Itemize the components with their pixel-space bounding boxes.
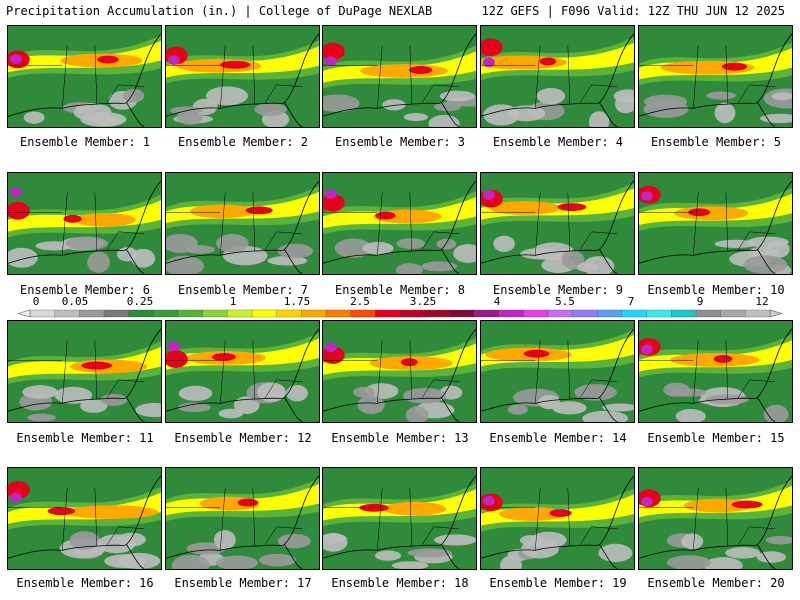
colorbar-swatch	[424, 309, 450, 318]
colorbar-swatch	[671, 309, 697, 318]
ensemble-panel	[165, 172, 320, 275]
colorbar-swatch	[572, 309, 598, 318]
colorbar-swatch	[177, 309, 204, 318]
member-label: Ensemble Member: 14	[489, 431, 627, 445]
colorbar-swatch	[646, 309, 672, 318]
colorbar-swatch	[325, 309, 352, 318]
member-label: Ensemble Member: 7	[177, 283, 309, 297]
ensemble-panel	[638, 25, 793, 128]
member-label: Ensemble Member: 8	[334, 283, 466, 297]
member-label: Ensemble Member: 1	[19, 135, 151, 149]
colorbar-swatch	[103, 309, 130, 318]
member-label: Ensemble Member: 9	[492, 283, 624, 297]
colorbar-tick-label: 7	[627, 295, 635, 308]
colorbar-swatch	[449, 309, 475, 318]
colorbar-swatch	[745, 309, 771, 318]
colorbar-tick-label: 0.05	[61, 295, 89, 308]
colorbar-swatch	[227, 309, 253, 318]
model-run-info: 12Z GEFS | F096 Valid: 12Z THU JUN 12 20…	[481, 4, 785, 18]
ensemble-panel	[638, 320, 793, 423]
colorbar-tick-label: 0	[32, 295, 40, 308]
colorbar-swatch	[350, 309, 376, 318]
colorbar-swatch	[79, 309, 105, 318]
colorbar-tick-label: 3.25	[409, 295, 437, 308]
member-label: Ensemble Member: 10	[647, 283, 785, 297]
colorbar-tick-label: 9	[696, 295, 704, 308]
colorbar-swatch	[54, 309, 80, 318]
colorbar-tick-label: 1	[229, 295, 237, 308]
ensemble-panel	[480, 25, 635, 128]
colorbar-swatch	[276, 309, 302, 318]
colorbar-swatch	[597, 309, 623, 318]
member-label: Ensemble Member: 20	[647, 576, 785, 590]
ensemble-panel	[638, 172, 793, 275]
member-label: Ensemble Member: 6	[19, 283, 151, 297]
member-label: Ensemble Member: 15	[647, 431, 785, 445]
colorbar-swatch	[547, 309, 574, 318]
colorbar-swatch	[29, 309, 56, 318]
ensemble-panel	[322, 320, 477, 423]
colorbar-swatch	[498, 309, 524, 318]
colorbar-swatch	[473, 309, 500, 318]
ensemble-panel	[7, 25, 162, 128]
ensemble-panel	[322, 172, 477, 275]
colorbar-tick-label: 12	[755, 295, 769, 308]
colorbar-right-arrow	[769, 309, 783, 318]
member-label: Ensemble Member: 18	[331, 576, 469, 590]
colorbar-swatch	[695, 309, 722, 318]
colorbar-swatch	[399, 309, 426, 318]
ensemble-panel	[165, 320, 320, 423]
ensemble-panel	[322, 467, 477, 570]
ensemble-panel	[165, 25, 320, 128]
ensemble-panel	[480, 320, 635, 423]
map-title: Precipitation Accumulation (in.) | Colle…	[6, 4, 433, 18]
member-label: Ensemble Member: 3	[334, 135, 466, 149]
colorbar-swatch	[720, 309, 746, 318]
ensemble-panel	[165, 467, 320, 570]
member-label: Ensemble Member: 17	[174, 576, 312, 590]
member-label: Ensemble Member: 5	[650, 135, 782, 149]
colorbar-tick-label: 4	[493, 295, 501, 308]
member-label: Ensemble Member: 12	[174, 431, 312, 445]
colorbar-swatch	[523, 309, 549, 318]
member-label: Ensemble Member: 19	[489, 576, 627, 590]
colorbar-swatch	[301, 309, 327, 318]
member-label: Ensemble Member: 16	[16, 576, 154, 590]
precip-colorbar	[17, 309, 783, 318]
member-label: Ensemble Member: 2	[177, 135, 309, 149]
ensemble-panel	[7, 320, 162, 423]
ensemble-panel	[480, 172, 635, 275]
colorbar-tick-label: 2.5	[350, 295, 370, 308]
ensemble-panel	[7, 172, 162, 275]
ensemble-panel	[480, 467, 635, 570]
ensemble-panel	[322, 25, 477, 128]
colorbar-tick-label: 0.25	[126, 295, 154, 308]
ensemble-panel	[7, 467, 162, 570]
colorbar-tick-label: 1.75	[283, 295, 311, 308]
colorbar-swatch	[153, 309, 179, 318]
colorbar-left-arrow	[17, 309, 31, 318]
member-label: Ensemble Member: 11	[16, 431, 154, 445]
member-label: Ensemble Member: 4	[492, 135, 624, 149]
colorbar-swatch	[128, 309, 154, 318]
colorbar-tick-label: 5.5	[555, 295, 575, 308]
member-label: Ensemble Member: 13	[331, 431, 469, 445]
colorbar-swatch	[621, 309, 648, 318]
colorbar-swatch	[251, 309, 278, 318]
ensemble-panel	[638, 467, 793, 570]
colorbar-swatch	[375, 309, 401, 318]
colorbar-swatch	[202, 309, 228, 318]
